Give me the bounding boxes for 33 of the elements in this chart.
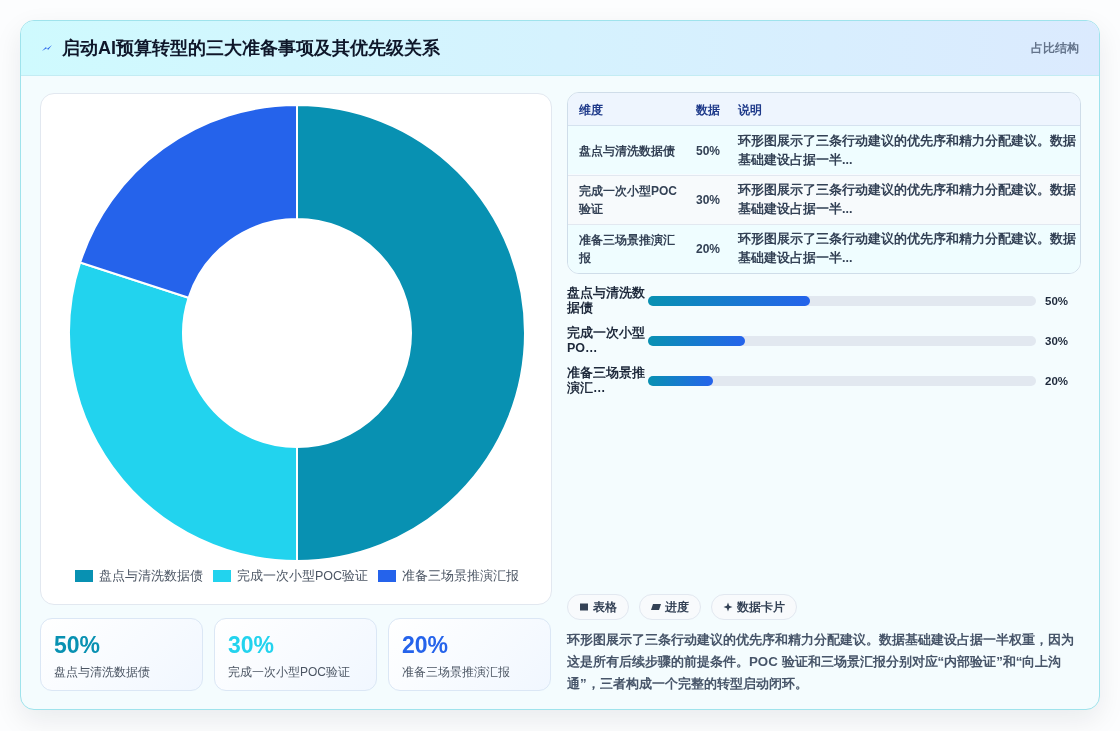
- data-label: 50%: [1045, 294, 1069, 309]
- text: 环形图展示了三条行动建议的优先序和精力分配建议。数据基础建设占据一半权重，因为这是所有后续步骤的前提条件。POC 验证和三场景汇报分别对应“内部验证”和“向上沟通”，三者构成一个完整的转型启动闭环。: [567, 631, 1075, 693]
- y-tick-label: 准备三场景推演汇…: [567, 366, 645, 396]
- text: 说明: [738, 102, 762, 118]
- text: 数据卡片: [737, 600, 785, 614]
- text: 环形图展示了三条行动建议的优先序和精力分配建议。数据基础建设占据一半...: [738, 181, 1076, 218]
- legend-label: 完成一次小型POC验证: [236, 568, 369, 584]
- category-label: 准备三场景推演汇报: [402, 664, 510, 680]
- legend-label: 盘点与清洗数据债: [98, 568, 203, 584]
- text: 数据: [696, 102, 720, 118]
- text: 30%: [228, 632, 275, 658]
- category-label: 完成一次小型POC验证: [579, 182, 678, 218]
- text: 20%: [402, 632, 449, 658]
- category-label: 准备三场景推演汇报: [579, 231, 676, 267]
- text: 维度: [579, 102, 603, 118]
- text: 环形图展示了三条行动建议的优先序和精力分配建议。数据基础建设占据一半...: [738, 230, 1076, 267]
- text: 启动AI预算转型的三大准备事项及其优先级关系: [62, 37, 440, 59]
- text: 进度: [665, 600, 689, 614]
- text: 50%: [54, 632, 101, 658]
- data-label: 30%: [1045, 334, 1069, 349]
- category-label: 完成一次小型POC验证: [228, 664, 351, 680]
- text: 环形图展示了三条行动建议的优先序和精力分配建议。数据基础建设占据一半...: [738, 132, 1076, 169]
- category-label: 盘点与清洗数据债: [54, 664, 150, 680]
- y-tick-label: 完成一次小型PO…: [567, 326, 645, 356]
- category-label: 盘点与清洗数据债: [579, 142, 675, 160]
- text: 20%: [696, 241, 721, 256]
- y-tick-label: 盘点与清洗数据债: [567, 286, 645, 316]
- legend-label: 准备三场景推演汇报: [402, 568, 520, 584]
- text: 占比结构: [1031, 40, 1079, 56]
- data-label: 20%: [1045, 374, 1069, 389]
- text: 30%: [696, 192, 721, 207]
- text: 表格: [593, 600, 617, 614]
- text: 50%: [696, 143, 721, 158]
